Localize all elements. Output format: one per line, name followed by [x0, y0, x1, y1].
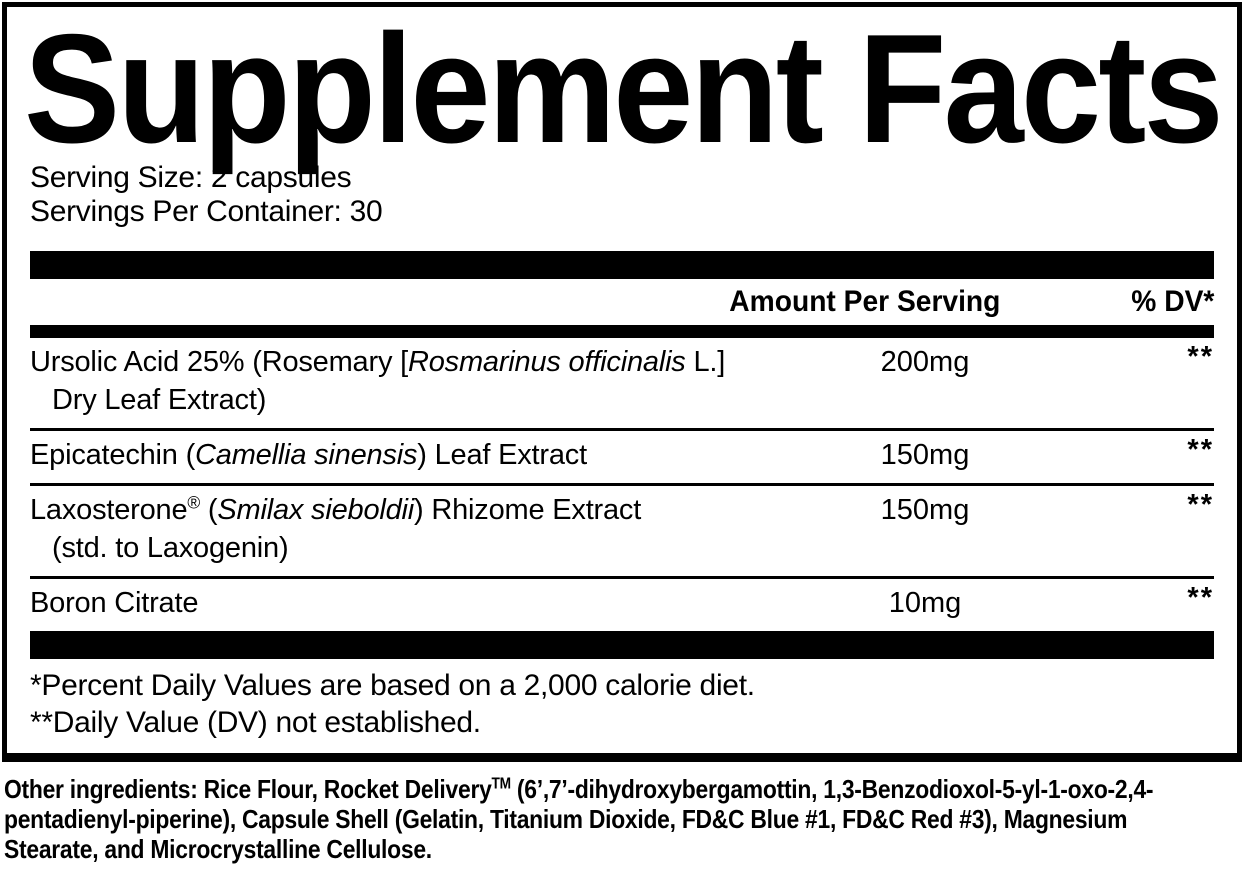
ingredient-name-line1: Epicatechin (Camellia sinensis) Leaf Ext… — [30, 436, 1214, 474]
ingredient-name: Ursolic Acid 25% (Rosemary [Rosmarinus o… — [30, 343, 1214, 419]
superscript-mark: TM — [491, 775, 512, 793]
ingredient-name-line2: Dry Leaf Extract) — [52, 384, 267, 416]
table-header-row: Amount Per Serving % DV* — [30, 279, 1214, 325]
ingredient-name: Epicatechin (Camellia sinensis) Leaf Ext… — [30, 436, 1214, 474]
footnote-dv-not-established: **Daily Value (DV) not established. — [30, 706, 481, 739]
panel-title: Supplement Facts — [24, 2, 1224, 175]
text-segment: Ursolic Acid 25% (Rosemary [ — [30, 346, 408, 378]
ingredient-name: Laxosterone® (Smilax sieboldii) Rhizome … — [30, 491, 1214, 567]
ingredient-name-line2: (std. to Laxogenin) — [52, 532, 289, 564]
ingredient-name: Boron Citrate — [30, 584, 1214, 622]
amount-value: 200mg — [880, 346, 970, 378]
amount-value: 150mg — [880, 439, 970, 471]
divider-bar-bottom — [30, 631, 1214, 659]
dv-value: ** — [1187, 582, 1214, 614]
amount-value: 150mg — [880, 494, 970, 526]
ingredient-row: Epicatechin (Camellia sinensis) Leaf Ext… — [30, 428, 1214, 483]
percent-dv-header: % DV* — [1130, 285, 1214, 318]
superscript-mark: ® — [187, 492, 201, 513]
divider-bar-top — [30, 251, 1214, 279]
ingredient-row: Laxosterone® (Smilax sieboldii) Rhizome … — [30, 483, 1214, 576]
ingredient-rows: Ursolic Acid 25% (Rosemary [Rosmarinus o… — [30, 338, 1214, 631]
footnote-daily-values: *Percent Daily Values are based on a 2,0… — [30, 669, 755, 702]
amount-per-serving-header: Amount Per Serving — [729, 285, 1001, 318]
botanical-name-italic: Camellia sinensis — [195, 439, 418, 471]
text-segment: ) Rhizome Extract — [414, 494, 642, 526]
other-ingredients-paragraph: Other ingredients: Rice Flour, Rocket De… — [4, 774, 1218, 864]
ingredient-row: Ursolic Acid 25% (Rosemary [Rosmarinus o… — [30, 338, 1214, 428]
text-segment: Epicatechin ( — [30, 439, 196, 471]
text-segment: Boron Citrate — [30, 587, 199, 619]
footnotes: *Percent Daily Values are based on a 2,0… — [30, 659, 1214, 753]
ingredient-name-line1: Ursolic Acid 25% (Rosemary [Rosmarinus o… — [30, 343, 1214, 381]
dv-value: ** — [1187, 434, 1214, 466]
ingredient-row: Boron Citrate 10mg ** — [30, 576, 1214, 631]
text-segment: ) Leaf Extract — [417, 439, 587, 471]
ingredient-name-line1: Laxosterone® (Smilax sieboldii) Rhizome … — [30, 491, 1214, 529]
serving-size: Serving Size: 2 capsules — [30, 161, 352, 194]
text-segment: L.] — [685, 346, 726, 378]
divider-bar-header — [30, 325, 1214, 338]
supplement-facts-panel: Supplement Facts Serving Size: 2 capsule… — [2, 2, 1242, 762]
dv-value: ** — [1187, 489, 1214, 521]
botanical-name-italic: Smilax sieboldii — [217, 494, 415, 526]
ingredient-name-line1: Boron Citrate — [30, 584, 1214, 622]
text-segment: Laxosterone — [30, 494, 188, 526]
text-segment: Other ingredients: Rice Flour, Rocket De… — [4, 774, 492, 804]
amount-value: 10mg — [888, 587, 962, 619]
servings-per-container: Servings Per Container: 30 — [30, 195, 383, 228]
botanical-name-italic: Rosmarinus officinalis — [407, 346, 686, 378]
dv-value: ** — [1187, 341, 1214, 373]
text-segment: (6’,7’-dihydroxybergamottin, 1,3-Benzodi… — [4, 774, 1154, 864]
text-segment: ( — [200, 494, 218, 526]
